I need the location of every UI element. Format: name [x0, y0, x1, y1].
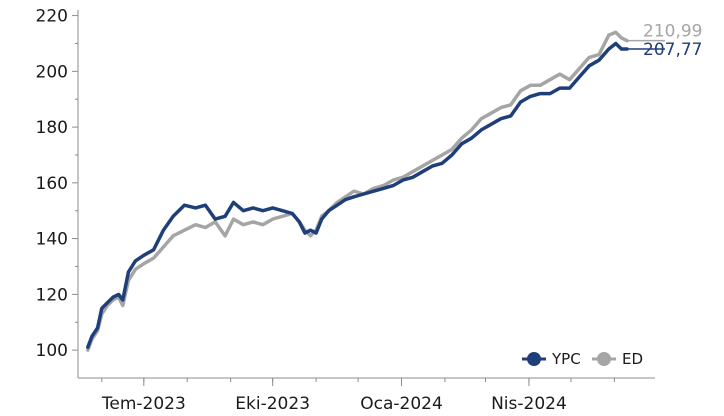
legend-label-ed: ED [622, 350, 643, 368]
legend: YPC ED [522, 350, 643, 368]
series-line-ypc [86, 41, 629, 350]
y-tick-label: 140 [36, 230, 68, 250]
legend-label-ypc: YPC [551, 350, 581, 368]
y-tick-label: 200 [36, 62, 68, 82]
y-tick-label: 180 [36, 118, 68, 138]
y-tick-label: 120 [36, 285, 68, 305]
legend-marker-ypc [527, 352, 541, 366]
series-lines [86, 30, 629, 352]
series-line-ed [86, 30, 629, 352]
y-tick-label: 160 [36, 174, 68, 194]
end-label-ed: 210,99 [643, 22, 702, 42]
axes: 100 120 140 160 180 200 220 Tem-2023 Eki-2023 Oca… [36, 7, 655, 414]
legend-marker-ed [597, 352, 611, 366]
x-tick-label: Eki-2023 [235, 394, 310, 414]
y-tick-label: 100 [36, 341, 68, 361]
x-tick-label: Oca-2024 [360, 394, 443, 414]
x-tick-label: Nis-2024 [491, 394, 567, 414]
end-label-ypc: 207,77 [643, 40, 702, 60]
x-tick-label: Tem-2023 [101, 394, 186, 414]
y-tick-label: 220 [36, 7, 68, 27]
